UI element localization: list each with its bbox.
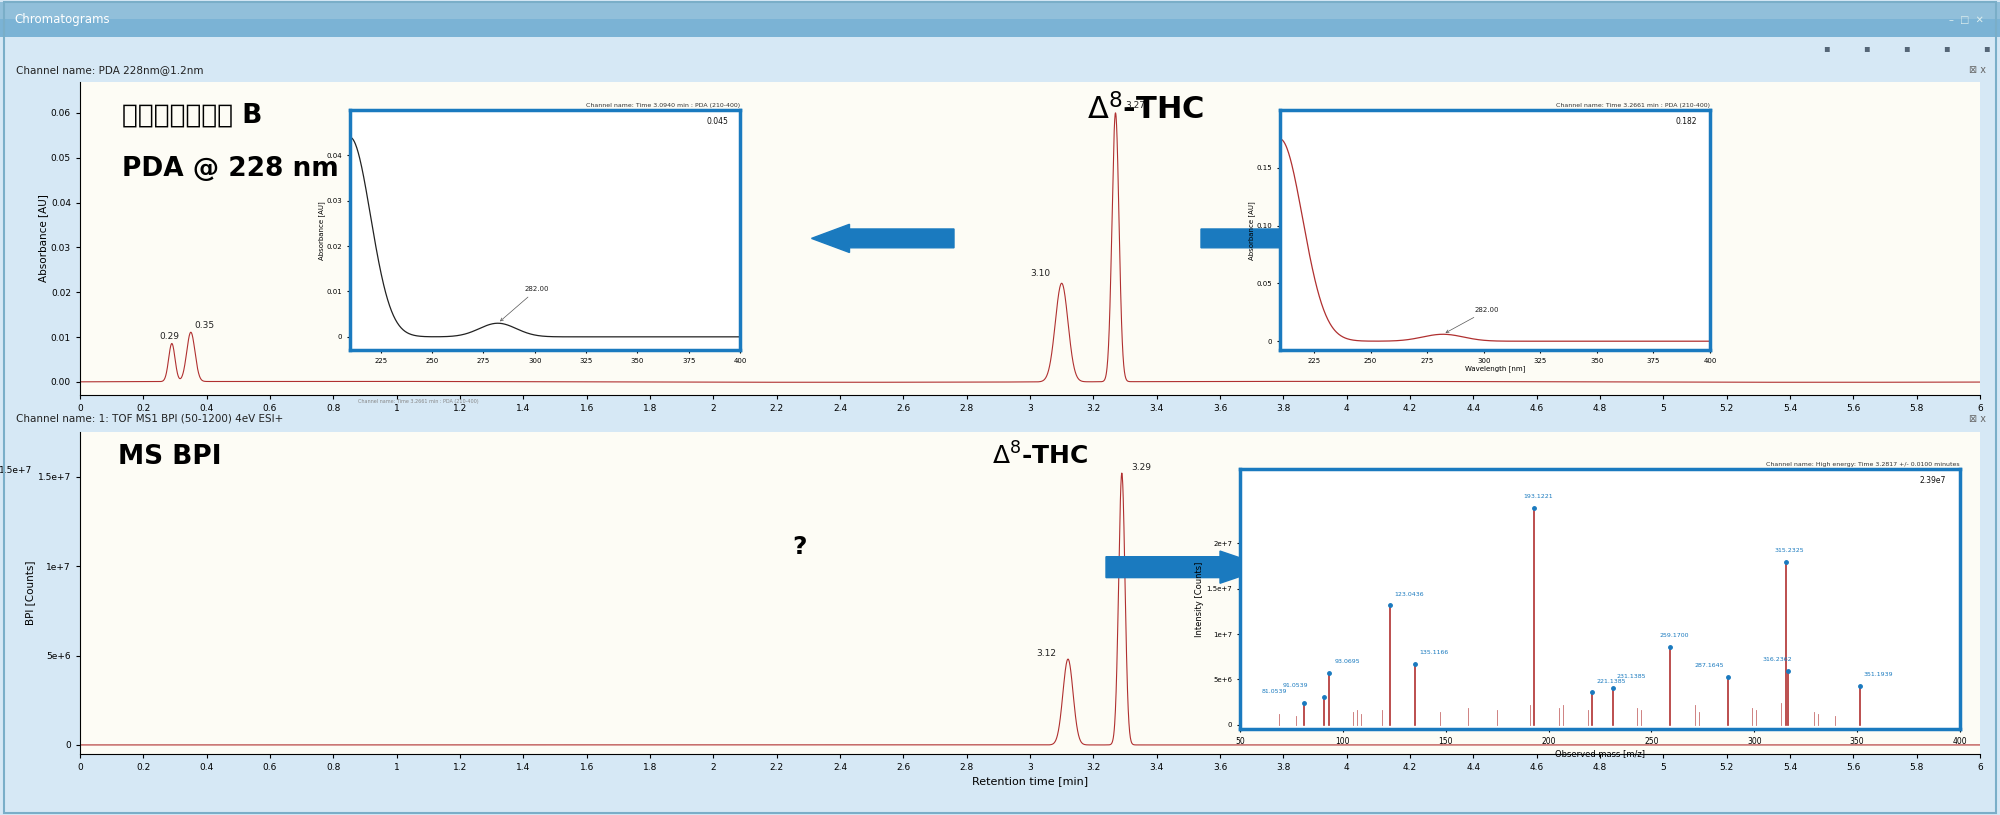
Text: Channel name: Time 3.0940 min : PDA (210-400): Channel name: Time 3.0940 min : PDA (210… — [586, 104, 740, 108]
X-axis label: Retention time [min]: Retention time [min] — [972, 776, 1088, 786]
Text: 0.29: 0.29 — [160, 333, 180, 341]
Text: 1.5e+7: 1.5e+7 — [0, 466, 32, 475]
Text: $\Delta^8$-THC: $\Delta^8$-THC — [1088, 93, 1204, 126]
Text: 123.0436: 123.0436 — [1394, 592, 1424, 597]
Text: 81.0539: 81.0539 — [1262, 689, 1288, 694]
Text: 蜘留物サンプル B: 蜘留物サンプル B — [122, 103, 262, 128]
Text: Channel name: 1: TOF MS1 BPI (50-1200) 4eV ESI+: Channel name: 1: TOF MS1 BPI (50-1200) 4… — [16, 413, 284, 424]
X-axis label: Wavelength [nm]: Wavelength [nm] — [1464, 365, 1526, 372]
Y-axis label: Intensity [Counts]: Intensity [Counts] — [1194, 562, 1204, 637]
Text: Channel name: Time 3.2661 min : PDA (210-400): Channel name: Time 3.2661 min : PDA (210… — [1556, 104, 1710, 108]
Text: ⊠ x: ⊠ x — [1968, 413, 1986, 424]
Text: 259.1700: 259.1700 — [1660, 633, 1690, 638]
Text: 231.1385: 231.1385 — [1616, 674, 1646, 679]
Y-axis label: Absorbance [AU]: Absorbance [AU] — [318, 200, 326, 260]
FancyArrow shape — [1106, 551, 1268, 584]
FancyArrow shape — [1202, 224, 1344, 253]
Text: 316.2362: 316.2362 — [1762, 657, 1792, 662]
Text: 0.045: 0.045 — [706, 117, 728, 126]
Text: $\Delta^8$-THC: $\Delta^8$-THC — [992, 442, 1088, 469]
Text: 221.1385: 221.1385 — [1596, 679, 1626, 684]
Text: PDA @ 228 nm: PDA @ 228 nm — [122, 156, 338, 182]
Text: 3.12: 3.12 — [1036, 649, 1056, 658]
Text: –  □  ✕: – □ ✕ — [1950, 15, 1984, 24]
X-axis label: Observed mass [m/z]: Observed mass [m/z] — [1556, 749, 1644, 758]
Text: ?: ? — [792, 535, 808, 559]
Text: ▪: ▪ — [1984, 43, 1990, 53]
Text: 135.1166: 135.1166 — [1420, 650, 1448, 655]
Text: ▪: ▪ — [1864, 43, 1870, 53]
Y-axis label: BPI [Counts]: BPI [Counts] — [24, 561, 34, 625]
Text: 287.1645: 287.1645 — [1694, 663, 1724, 668]
Text: 0.35: 0.35 — [194, 321, 214, 330]
Text: 3.27: 3.27 — [1124, 101, 1144, 110]
FancyArrow shape — [812, 224, 954, 253]
Y-axis label: Absorbance [AU]: Absorbance [AU] — [38, 195, 48, 282]
Text: 282.00: 282.00 — [500, 287, 548, 321]
Text: 91.0539: 91.0539 — [1282, 683, 1308, 688]
Text: Channel name: PDA 228nm@1.2nm: Channel name: PDA 228nm@1.2nm — [16, 65, 204, 75]
Text: Channel name: High energy: Time 3.2817 +/- 0.0100 minutes: Channel name: High energy: Time 3.2817 +… — [1766, 462, 1960, 467]
Text: Chromatograms: Chromatograms — [14, 13, 110, 26]
Text: 93.0695: 93.0695 — [1334, 659, 1360, 664]
Text: ▪: ▪ — [1944, 43, 1950, 53]
Text: 351.1939: 351.1939 — [1864, 672, 1894, 677]
Text: 2.39e7: 2.39e7 — [1920, 477, 1946, 486]
Bar — [0, 2, 2000, 19]
Text: 3.29: 3.29 — [1132, 462, 1152, 472]
Text: ▪: ▪ — [1904, 43, 1910, 53]
Text: Channel name: Time 3.2661 min : PDA (210-400): Channel name: Time 3.2661 min : PDA (210… — [358, 399, 478, 404]
Text: MS BPI: MS BPI — [118, 444, 222, 470]
Text: 193.1221: 193.1221 — [1524, 494, 1554, 499]
Y-axis label: Absorbance [AU]: Absorbance [AU] — [1248, 200, 1256, 260]
Text: 0.182: 0.182 — [1676, 117, 1698, 126]
Text: 315.2325: 315.2325 — [1774, 548, 1804, 553]
Text: 3.10: 3.10 — [1030, 270, 1050, 279]
Text: ▪: ▪ — [1824, 43, 1830, 53]
Text: 282.00: 282.00 — [1446, 307, 1500, 333]
Text: ⊠ x: ⊠ x — [1968, 65, 1986, 75]
